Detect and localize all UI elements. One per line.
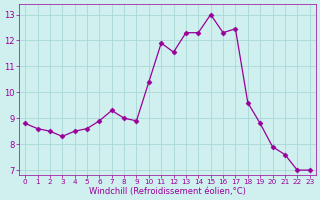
X-axis label: Windchill (Refroidissement éolien,°C): Windchill (Refroidissement éolien,°C) — [89, 187, 246, 196]
